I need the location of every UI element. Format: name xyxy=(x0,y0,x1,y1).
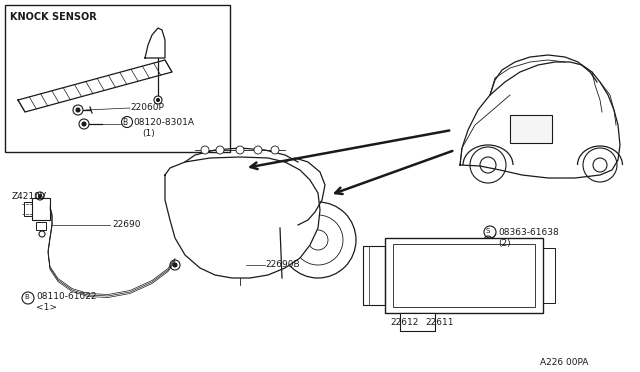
Text: 22690: 22690 xyxy=(112,220,141,229)
Bar xyxy=(363,246,369,305)
Circle shape xyxy=(173,263,177,267)
Text: B: B xyxy=(122,118,127,127)
Bar xyxy=(385,238,543,313)
Bar xyxy=(24,202,32,216)
Bar xyxy=(543,248,555,303)
Text: 22612: 22612 xyxy=(390,318,419,327)
Text: 22611: 22611 xyxy=(425,318,454,327)
Circle shape xyxy=(236,146,244,154)
Circle shape xyxy=(76,108,80,112)
Bar xyxy=(36,222,46,230)
Bar xyxy=(393,244,535,307)
Text: 22690B: 22690B xyxy=(265,260,300,269)
Circle shape xyxy=(82,122,86,126)
Polygon shape xyxy=(165,157,320,278)
Text: S: S xyxy=(486,228,490,234)
Text: 08363-61638: 08363-61638 xyxy=(498,228,559,237)
Bar xyxy=(510,115,552,143)
Polygon shape xyxy=(18,60,172,112)
Circle shape xyxy=(38,195,42,198)
Text: (1): (1) xyxy=(142,129,155,138)
Text: Z4210V: Z4210V xyxy=(12,192,47,201)
Circle shape xyxy=(201,146,209,154)
Bar xyxy=(32,198,50,220)
Text: 22060P: 22060P xyxy=(130,103,164,112)
Circle shape xyxy=(486,238,490,241)
Text: (2): (2) xyxy=(498,239,511,248)
Circle shape xyxy=(157,99,159,102)
Bar xyxy=(363,246,385,305)
Text: B: B xyxy=(24,294,29,300)
Circle shape xyxy=(237,263,243,267)
Circle shape xyxy=(216,146,224,154)
Circle shape xyxy=(271,146,279,154)
Text: A226 00PA: A226 00PA xyxy=(540,358,588,367)
Bar xyxy=(400,313,435,331)
Text: <1>: <1> xyxy=(36,303,57,312)
Text: 08110-61022: 08110-61022 xyxy=(36,292,97,301)
Circle shape xyxy=(254,146,262,154)
Bar xyxy=(5,5,230,152)
Text: 08120-8301A: 08120-8301A xyxy=(133,118,194,127)
Text: KNOCK SENSOR: KNOCK SENSOR xyxy=(10,12,97,22)
